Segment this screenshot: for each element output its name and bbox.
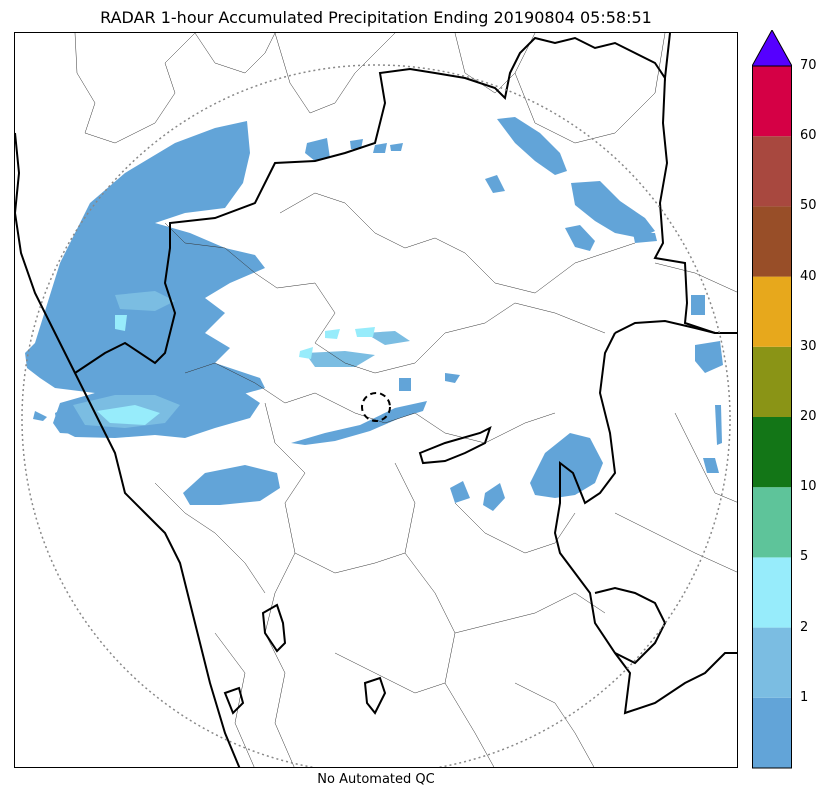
precip-cell-center-streak xyxy=(291,401,427,445)
colorbar-tick-label: 10 xyxy=(800,479,817,495)
precip-mod-upper xyxy=(115,291,175,311)
colorbar-bin xyxy=(752,276,792,347)
chart-title: RADAR 1-hour Accumulated Precipitation E… xyxy=(100,8,652,27)
precip-heavy-center-2 xyxy=(355,327,375,337)
colorbar-bin xyxy=(752,697,792,768)
colorbar-frame xyxy=(752,65,792,769)
precip-heavy-west xyxy=(97,405,160,425)
radar-range-ring xyxy=(21,64,731,767)
precip-mod-center xyxy=(305,351,375,367)
colorbar-tick-label: 70 xyxy=(800,58,817,73)
colorbar-tick-label: 30 xyxy=(800,338,817,354)
footer-note: No Automated QC xyxy=(317,772,435,787)
colorbar-tick-label: 20 xyxy=(800,409,817,424)
precip-cell-east-4 xyxy=(703,458,719,473)
radar-map xyxy=(14,32,738,768)
precip-cell-north-3 xyxy=(373,143,387,153)
colorbar-bin xyxy=(752,346,792,417)
precip-layer-light xyxy=(25,117,723,511)
colorbar-bin xyxy=(752,627,792,698)
colorbar-bin xyxy=(752,136,792,207)
precip-cell-north-2 xyxy=(350,139,363,149)
colorbar-extend-arrow xyxy=(752,30,792,67)
colorbar-tick-label: 40 xyxy=(800,268,817,284)
colorbar xyxy=(752,30,792,769)
state-boundaries xyxy=(15,33,737,767)
precip-heavy-center-3 xyxy=(299,347,313,359)
precip-cell-se-small-1 xyxy=(450,481,470,503)
colorbar-bin xyxy=(752,557,792,628)
precip-cell-ne-small xyxy=(485,175,505,193)
precip-heavy-west-2 xyxy=(115,315,127,331)
precip-cell-se-large xyxy=(530,433,603,498)
precip-cell-north-1 xyxy=(305,138,330,161)
colorbar-tick-label: 1 xyxy=(800,689,809,705)
precip-cell-east-1 xyxy=(691,295,705,315)
precip-heavy-center xyxy=(325,329,340,339)
precip-cell-ne-edge xyxy=(633,233,657,243)
precip-cell-se-small-2 xyxy=(483,483,505,511)
precip-cell-center-small-2 xyxy=(445,373,460,383)
colorbar-bin xyxy=(752,417,792,488)
colorbar-tick-label: 5 xyxy=(800,549,809,565)
precip-cell-north-4 xyxy=(390,143,403,151)
precip-cell-southwest xyxy=(183,465,280,505)
precip-layer-heavy xyxy=(97,315,375,425)
colorbar-tick-label: 2 xyxy=(800,619,809,635)
colorbar-tick-label: 60 xyxy=(800,128,817,144)
radar-site-marker xyxy=(361,392,391,422)
precip-cell-east-3 xyxy=(715,405,722,445)
colorbar-bin xyxy=(752,206,792,277)
precip-cell-east-2 xyxy=(695,341,723,373)
precip-cell-ne-bottom xyxy=(565,225,595,251)
precip-mod-center-2 xyxy=(365,331,410,345)
precip-cell-coast-strip xyxy=(33,411,47,421)
map-svg xyxy=(15,33,737,767)
precip-cell-center-small-1 xyxy=(399,378,411,391)
colorbar-tick-label: 50 xyxy=(800,198,817,214)
colorbar-bin xyxy=(752,66,792,137)
colorbar-bin xyxy=(752,487,792,558)
precip-cell-west-band xyxy=(25,121,265,435)
precip-cell-ne-streak xyxy=(497,117,567,175)
precip-cell-ne-large xyxy=(571,181,655,238)
